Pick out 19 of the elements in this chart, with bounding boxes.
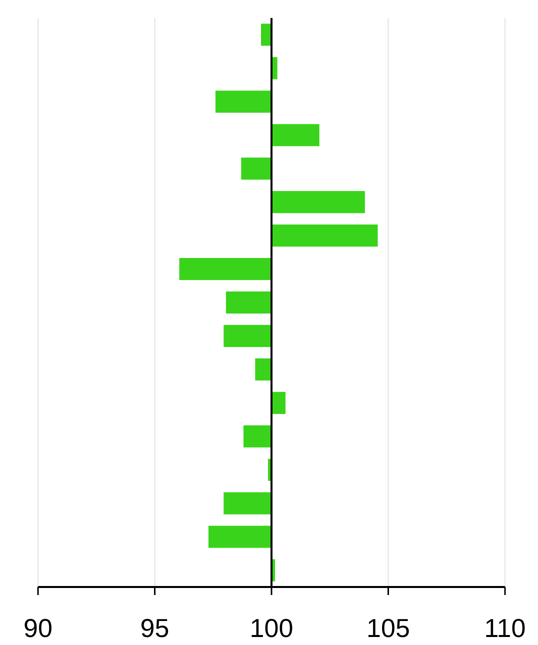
bar: [208, 526, 272, 548]
x-tick-label: 100: [250, 613, 294, 643]
bar: [241, 158, 272, 180]
bar: [215, 90, 272, 113]
bar: [243, 425, 272, 448]
bar: [272, 191, 365, 214]
bar: [272, 392, 286, 414]
x-tick-label: 105: [366, 613, 410, 643]
bar: [260, 24, 272, 46]
x-tick-label: 90: [24, 613, 52, 643]
bar: [224, 492, 272, 514]
bar: [224, 324, 272, 348]
x-tick-label: 110: [484, 613, 526, 643]
bar: [255, 358, 272, 380]
x-tick-label: 95: [140, 613, 170, 643]
bar: [179, 258, 272, 280]
bar: [272, 124, 320, 146]
bar: [272, 224, 378, 247]
bar: [226, 291, 272, 314]
